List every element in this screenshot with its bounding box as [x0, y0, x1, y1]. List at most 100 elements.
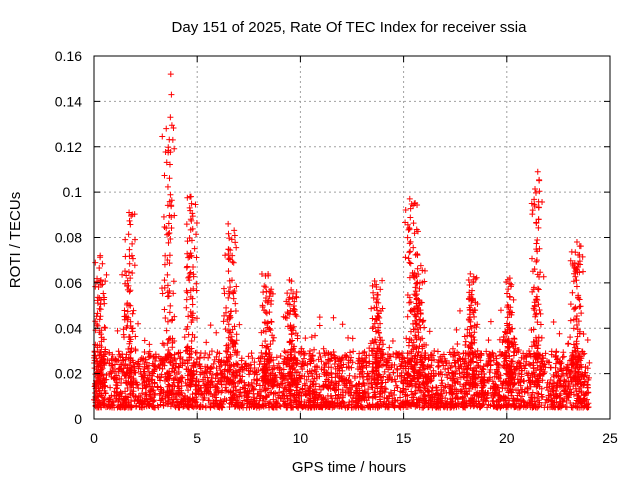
- data-point: [310, 399, 317, 406]
- data-point: [169, 399, 176, 406]
- data-point: [559, 354, 566, 361]
- data-point: [584, 401, 591, 408]
- data-point: [466, 311, 473, 318]
- data-point: [101, 376, 108, 383]
- y-axis-label: ROTI / TECUs: [7, 192, 24, 288]
- data-point: [159, 395, 166, 402]
- data-point: [260, 401, 267, 408]
- data-point: [213, 329, 220, 336]
- data-point: [193, 382, 200, 389]
- data-point: [239, 402, 246, 409]
- data-point: [438, 390, 445, 397]
- data-point: [298, 345, 305, 352]
- data-point: [532, 401, 539, 408]
- data-point: [477, 357, 484, 364]
- data-point: [332, 365, 339, 372]
- data-point: [197, 371, 204, 378]
- data-point: [430, 367, 437, 374]
- data-points: [91, 71, 593, 411]
- data-point: [479, 396, 486, 403]
- data-point: [156, 391, 163, 398]
- data-point: [112, 356, 119, 363]
- data-point: [145, 362, 152, 369]
- data-point: [132, 346, 139, 353]
- data-point: [321, 371, 328, 378]
- data-point: [127, 390, 134, 397]
- data-point: [93, 388, 100, 395]
- data-point: [433, 384, 440, 391]
- data-point: [477, 364, 484, 371]
- data-point: [320, 395, 327, 402]
- data-point: [106, 370, 113, 377]
- data-point: [276, 384, 283, 391]
- data-point: [523, 352, 530, 359]
- data-point: [379, 379, 386, 386]
- data-point: [99, 401, 106, 408]
- data-point: [309, 352, 316, 359]
- data-point: [435, 363, 442, 370]
- data-point: [244, 394, 251, 401]
- data-point: [161, 362, 168, 369]
- data-point: [176, 385, 183, 392]
- data-point: [173, 370, 180, 377]
- data-point: [189, 396, 196, 403]
- data-point: [449, 370, 456, 377]
- x-tick-label: 25: [602, 430, 618, 446]
- data-point: [222, 387, 229, 394]
- data-point: [98, 351, 105, 358]
- data-point: [171, 145, 178, 152]
- data-point: [93, 380, 100, 387]
- data-point: [128, 212, 135, 219]
- data-point: [131, 236, 138, 243]
- data-point: [473, 274, 480, 281]
- data-point: [122, 356, 129, 363]
- data-point: [560, 349, 567, 356]
- data-point: [120, 395, 127, 402]
- data-point: [212, 375, 219, 382]
- data-point: [196, 403, 203, 410]
- data-point: [225, 294, 232, 301]
- data-point: [561, 377, 568, 384]
- data-point: [490, 402, 497, 409]
- data-point: [98, 392, 105, 399]
- data-point: [307, 403, 314, 410]
- data-point: [491, 402, 498, 409]
- data-point: [135, 320, 142, 327]
- data-point: [475, 398, 482, 405]
- data-point: [385, 366, 392, 373]
- data-point: [279, 380, 286, 387]
- data-point: [330, 314, 337, 321]
- data-point: [567, 301, 574, 308]
- data-point: [335, 386, 342, 393]
- y-tick-label: 0.08: [55, 230, 82, 246]
- chart-title: Day 151 of 2025, Rate Of TEC Index for r…: [172, 19, 528, 36]
- data-point: [492, 390, 499, 397]
- data-point: [539, 199, 546, 206]
- data-point: [463, 397, 470, 404]
- data-point: [99, 260, 106, 267]
- data-point: [558, 372, 565, 379]
- data-point: [449, 345, 456, 352]
- data-point: [213, 365, 220, 372]
- data-point: [484, 404, 491, 411]
- data-point: [497, 396, 504, 403]
- data-point: [184, 360, 191, 367]
- data-point: [357, 403, 364, 410]
- data-point: [456, 370, 463, 377]
- data-point: [203, 339, 210, 346]
- data-point: [166, 309, 173, 316]
- data-point: [159, 290, 166, 297]
- data-point: [462, 355, 469, 362]
- data-point: [358, 383, 365, 390]
- data-point: [232, 300, 239, 307]
- data-point: [548, 351, 555, 358]
- data-point: [572, 249, 579, 256]
- data-point: [232, 401, 239, 408]
- data-point: [401, 374, 408, 381]
- data-point: [490, 394, 497, 401]
- data-point: [236, 321, 243, 328]
- data-point: [249, 383, 256, 390]
- data-point: [192, 349, 199, 356]
- data-point: [438, 377, 445, 384]
